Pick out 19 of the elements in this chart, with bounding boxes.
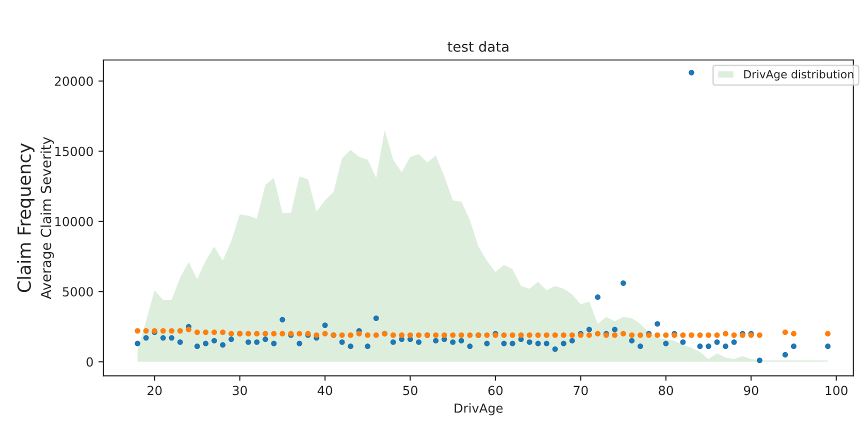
x-tick-label: 90 xyxy=(744,386,758,396)
y-tick-label: 5000 xyxy=(62,287,93,297)
x-tick-label: 50 xyxy=(403,386,418,396)
x-tick-label: 80 xyxy=(658,386,674,396)
x-tick-label: 100 xyxy=(826,386,848,396)
y-tick-label: 15000 xyxy=(55,146,93,156)
y-axis-title: Claim Frequency xyxy=(17,143,35,292)
y-tick-label: 20000 xyxy=(54,76,93,86)
y-tick-label: 10000 xyxy=(55,216,93,226)
x-tick-label: 30 xyxy=(232,386,247,396)
legend-label: DrivAge distribution xyxy=(744,70,854,81)
chart-title: test data xyxy=(448,41,508,52)
x-axis-title: DrivAge xyxy=(454,403,503,416)
x-tick-label: 60 xyxy=(488,386,503,396)
x-tick-label: 40 xyxy=(318,386,332,396)
text: Average Claim Severity xyxy=(40,136,54,300)
x-tick-label: 70 xyxy=(574,386,588,396)
y-tick-label: 0 xyxy=(86,357,93,367)
x-tick-label: 20 xyxy=(148,386,162,396)
